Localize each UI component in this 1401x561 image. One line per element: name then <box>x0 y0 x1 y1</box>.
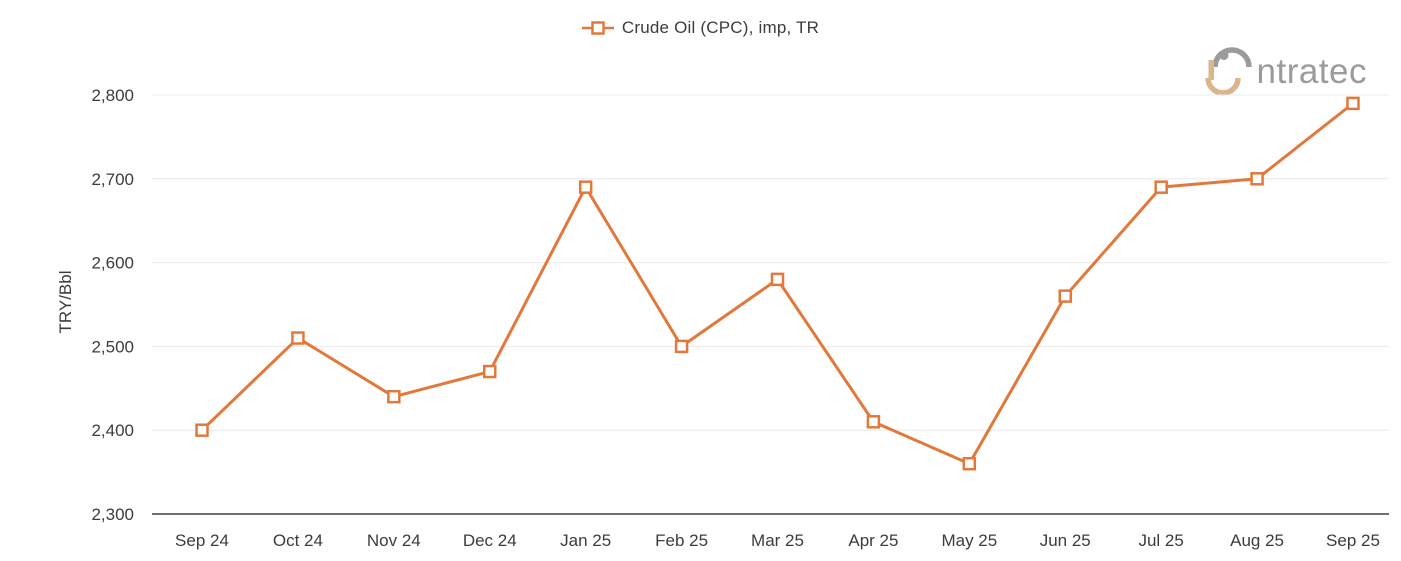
data-point-dec-24[interactable] <box>483 364 497 379</box>
y-tick-label: 2,600 <box>91 254 134 273</box>
x-axis-label: Sep 24 <box>175 531 229 550</box>
legend-label: Crude Oil (CPC), imp, TR <box>621 18 820 37</box>
x-axis-label: Jun 25 <box>1040 531 1091 550</box>
data-point-mar-25[interactable] <box>770 272 785 287</box>
data-point-apr-25[interactable] <box>866 415 881 429</box>
intratec-logo-icon <box>1204 47 1252 96</box>
legend-line-square-icon <box>581 21 614 35</box>
logo-text: ntratec <box>1256 51 1367 91</box>
data-point-may-25[interactable] <box>962 456 977 471</box>
intratec-logo: ntratec <box>1204 40 1368 98</box>
y-tick-label: 2,300 <box>91 505 134 524</box>
data-point-feb-25[interactable] <box>674 339 689 354</box>
x-axis-label: Sep 25 <box>1326 531 1380 550</box>
data-point-sep-25[interactable] <box>1346 96 1360 111</box>
x-axis-label: Mar 25 <box>751 531 804 550</box>
x-axis-label: Apr 25 <box>848 531 898 550</box>
data-point-aug-25[interactable] <box>1250 172 1264 186</box>
data-point-nov-24[interactable] <box>387 389 401 404</box>
x-axis-label: Oct 24 <box>273 531 323 550</box>
data-point-jul-25[interactable] <box>1154 180 1168 194</box>
x-axis-label: Jul 25 <box>1138 531 1183 550</box>
y-tick-label: 2,700 <box>91 170 134 189</box>
data-point-sep-24[interactable] <box>195 423 209 437</box>
data-point-jan-25[interactable] <box>578 180 593 194</box>
legend-item-crude-oil[interactable]: Crude Oil (CPC), imp, TR <box>581 18 820 38</box>
x-axis-label: May 25 <box>941 531 997 550</box>
x-axis-label: Nov 24 <box>367 531 421 550</box>
y-tick-label: 2,800 <box>91 86 134 105</box>
y-tick-label: 2,400 <box>91 421 134 440</box>
data-point-jun-25[interactable] <box>1058 289 1072 303</box>
x-axis-label: Jan 25 <box>560 531 611 550</box>
data-point-oct-24[interactable] <box>291 331 305 345</box>
x-axis-label: Aug 25 <box>1230 531 1284 550</box>
y-tick-label: 2,500 <box>91 337 134 356</box>
legend: Crude Oil (CPC), imp, TR <box>0 18 1401 38</box>
x-axis-label: Feb 25 <box>655 531 708 550</box>
x-axis-label: Dec 24 <box>463 531 517 550</box>
